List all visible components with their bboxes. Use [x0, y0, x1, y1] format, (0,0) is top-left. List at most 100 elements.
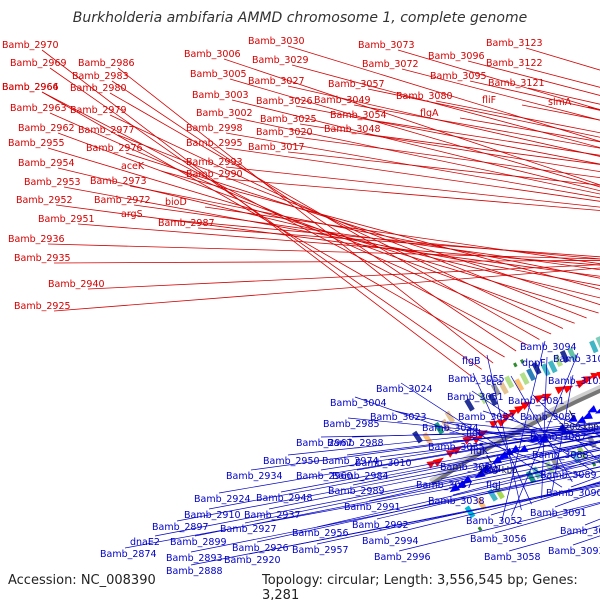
- gene-label-bottom: Bamb_3023: [370, 412, 427, 423]
- gene-label-top: Bamb_3080: [396, 91, 453, 102]
- forward-gene-arrow: [508, 409, 518, 418]
- gene-label-top: Bamb_2940: [48, 279, 105, 290]
- gene-label-bottom: Bamb_2948: [256, 493, 313, 504]
- leader-line-top: [225, 132, 600, 199]
- forward-gene-arrow: [590, 372, 600, 381]
- gene-label-top: fliF: [482, 95, 496, 106]
- leader-line-top: [299, 123, 600, 173]
- gene-label-top: slmA: [548, 97, 572, 108]
- leader-line-top: [401, 68, 600, 121]
- gene-label-bottom: Bamb_3024: [376, 384, 433, 395]
- feature-box: [567, 347, 577, 361]
- leader-line-bottom: [354, 396, 583, 477]
- forward-gene-arrow: [533, 394, 546, 404]
- gene-label-bottom: Bamb_3103: [548, 376, 600, 387]
- forward-gene-arrow: [582, 376, 594, 384]
- feature-box: [498, 381, 509, 395]
- gene-label-top: Bamb_3121: [488, 78, 545, 89]
- genome-backbone: [430, 388, 600, 486]
- gene-label-bottom: Bamb_2956: [292, 528, 349, 539]
- leader-line-bottom: [248, 484, 600, 555]
- leader-line-top: [87, 264, 600, 290]
- feature-box: [559, 350, 570, 363]
- feature-box: [487, 488, 498, 502]
- gene-label-top: Bamb_2951: [38, 214, 95, 225]
- leader-line-bottom: [352, 434, 600, 486]
- reverse-gene-arrow: [595, 408, 600, 414]
- forward-gene-arrow: [596, 371, 600, 380]
- gene-label-top: Bamb_2969: [10, 58, 67, 69]
- feature-box: [475, 497, 487, 510]
- gene-label-bottom: Bamb_2957: [292, 545, 349, 556]
- leader-line-bottom: [386, 482, 600, 536]
- gene-label-top: Bamb_3057: [328, 79, 385, 90]
- forward-gene-arrow: [542, 393, 552, 402]
- gene-label-top: Bamb_2983: [72, 71, 129, 82]
- feature-box: [464, 505, 476, 519]
- gene-label-top: Bamb_3054: [330, 110, 387, 121]
- gene-label-bottom: Bamb_3091: [530, 508, 587, 519]
- gene-label-bottom: Bamb_2974: [322, 456, 379, 467]
- gene-label-bottom: Bamb_2967: [296, 438, 353, 449]
- reverse-gene-arrow: [461, 475, 473, 485]
- gene-label-top: Bamb_2925: [14, 301, 71, 312]
- marker-box: [519, 358, 525, 364]
- gene-label-top: Bamb_2979: [70, 105, 127, 116]
- leader-line-bottom: [394, 410, 600, 459]
- gene-label-bottom: Bamb_2984: [332, 471, 389, 482]
- gene-label-top: bioD: [165, 197, 187, 208]
- gene-label-top: Bamb_3095: [430, 71, 487, 82]
- scale-tick: [569, 410, 574, 419]
- gene-label-top: Bamb_2954: [18, 158, 75, 169]
- forward-gene-arrow: [489, 420, 499, 429]
- leader-line-top: [287, 85, 600, 157]
- leader-line-bottom: [244, 449, 600, 524]
- leader-line-bottom: [190, 470, 600, 553]
- marker-box: [591, 461, 597, 467]
- gene-label-bottom: Bamb_2897: [152, 522, 209, 533]
- feature-box: [464, 398, 475, 412]
- gene-label-bottom: Bamb_3053: [458, 412, 515, 423]
- feature-box: [589, 340, 599, 354]
- gene-label-top: Bamb_3123: [486, 38, 543, 49]
- leader-line-top: [160, 218, 600, 260]
- leader-line-top: [117, 67, 494, 364]
- gene-label-bottom: Bamb_2950: [263, 456, 320, 467]
- leader-line-top: [41, 49, 471, 376]
- gene-label-top: argS: [121, 209, 143, 220]
- leader-line-top: [353, 104, 600, 149]
- feature-box: [526, 368, 537, 382]
- leader-line-bottom: [510, 454, 600, 480]
- feature-box: [550, 457, 561, 470]
- leader-line-top: [525, 67, 600, 88]
- gene-label-bottom: Bamb_2988: [327, 438, 384, 449]
- leader-line-bottom: [368, 447, 600, 502]
- leader-line-top: [229, 78, 600, 188]
- gene-label-top: Bamb_2987: [158, 218, 215, 229]
- leader-line-bottom: [398, 501, 600, 552]
- gene-label-top: Bamb_2976: [86, 143, 143, 154]
- leader-line-top: [369, 119, 600, 156]
- gene-label-top: Bamb_2980: [70, 83, 127, 94]
- leader-line-top: [367, 88, 600, 138]
- leader-line-bottom: [194, 455, 600, 537]
- gene-label-bottom: Bamb_2920: [224, 555, 281, 566]
- leader-line-top: [225, 166, 600, 208]
- gene-label-bottom: Bamb_3088: [532, 450, 589, 461]
- leader-line-bottom: [510, 375, 573, 482]
- leader-line-bottom: [452, 456, 600, 496]
- gene-label-bottom: Bamb_2910: [184, 510, 241, 521]
- marker-box: [477, 526, 483, 532]
- leader-line-top: [525, 47, 600, 71]
- gene-label-bottom: Bamb_2937: [244, 510, 301, 521]
- gene-label-top: flgA: [420, 108, 439, 119]
- leader-line-bottom: [176, 440, 600, 522]
- gene-label-top: aceK: [121, 161, 145, 172]
- leader-line-top: [397, 49, 600, 111]
- gene-label-bottom: Bamb_2899: [170, 537, 227, 548]
- leader-line-top: [587, 106, 600, 110]
- gene-label-bottom: Bamb_3056: [470, 534, 527, 545]
- feature-box: [412, 430, 423, 444]
- leader-line-bottom: [494, 503, 600, 534]
- gene-label-bottom: Bamb_2926: [232, 543, 289, 554]
